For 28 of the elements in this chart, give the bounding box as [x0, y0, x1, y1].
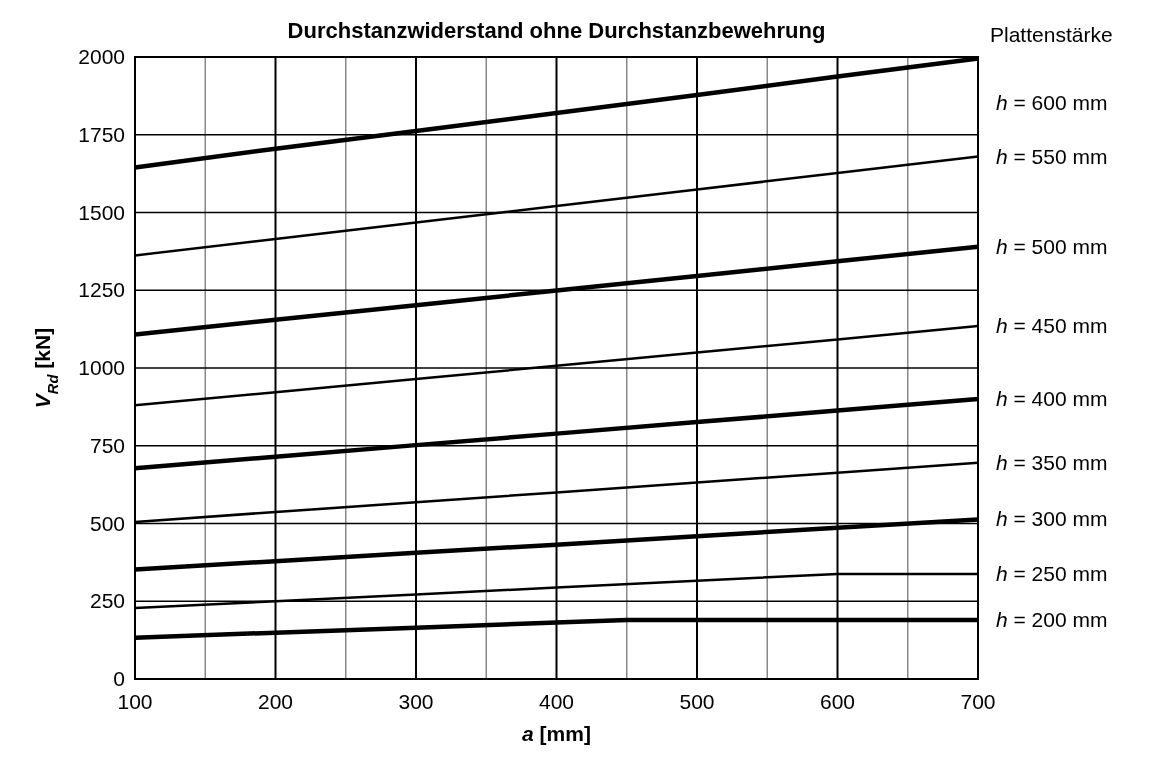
series-label: h = 450 mm — [996, 314, 1108, 338]
series-label: h = 350 mm — [996, 450, 1108, 474]
y-tick-label: 250 — [89, 589, 125, 613]
y-tick-label: 750 — [89, 433, 125, 457]
series-label: h = 200 mm — [996, 607, 1108, 631]
y-tick-label: 500 — [89, 511, 125, 535]
series-label: h = 600 mm — [996, 91, 1108, 114]
x-tick-label: 600 — [819, 690, 856, 713]
x-tick-label: 700 — [960, 690, 996, 713]
y-tick-label: 1500 — [78, 200, 125, 224]
series-label: h = 250 mm — [996, 561, 1108, 585]
x-tick-label: 200 — [257, 690, 294, 713]
chart-title: Durchstanzwiderstand ohne Durchstanzbewehrung — [287, 18, 826, 43]
x-tick-label: 500 — [679, 690, 715, 713]
series-label: h = 500 mm — [996, 234, 1108, 258]
x-axis-title: a [mm] — [522, 722, 591, 745]
x-tick-label: 100 — [117, 690, 153, 713]
x-tick-label: 400 — [538, 690, 575, 713]
y-tick-label: 1000 — [78, 356, 125, 379]
x-tick-label: 300 — [398, 690, 434, 713]
series-label: h = 300 mm — [996, 507, 1108, 531]
y-tick-label: 1250 — [78, 278, 125, 302]
y-tick-label: 2000 — [78, 45, 125, 68]
legend-title: Plattenstärke — [990, 23, 1113, 46]
series-label: h = 400 mm — [996, 387, 1108, 411]
series-label: h = 550 mm — [996, 144, 1108, 168]
y-tick-label: 1750 — [78, 122, 125, 146]
y-tick-label: 0 — [113, 667, 125, 690]
